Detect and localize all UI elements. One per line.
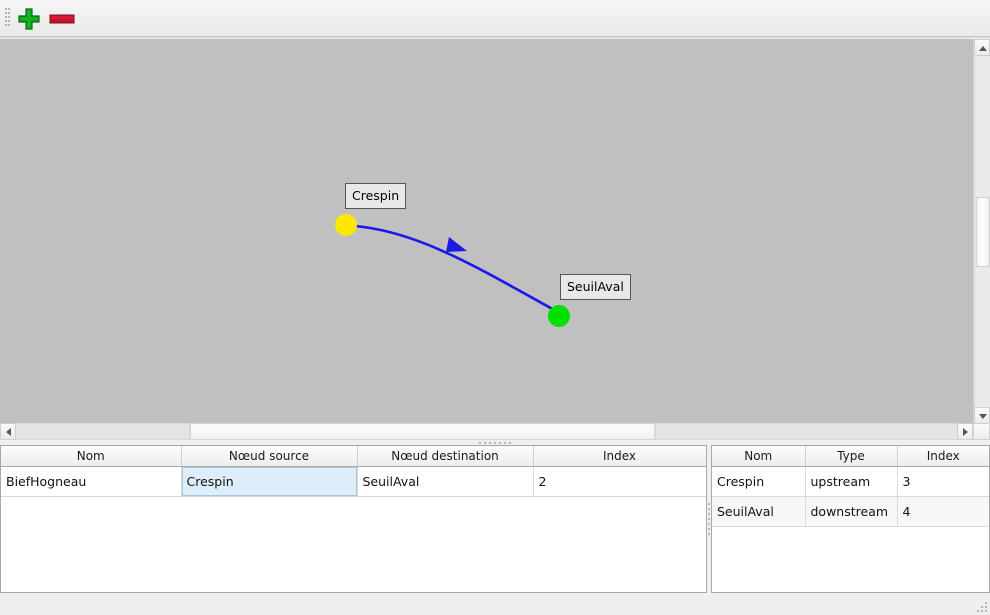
table-row[interactable]: SeuilAval downstream 4 xyxy=(712,496,989,527)
node-crespin-dot[interactable] xyxy=(335,214,357,236)
splitter-grip-dots xyxy=(479,442,511,444)
cell-type[interactable]: downstream xyxy=(805,496,898,527)
vertical-scroll-thumb[interactable] xyxy=(976,197,990,267)
window-resize-grip[interactable] xyxy=(977,602,987,612)
toolbar-drag-grip[interactable] xyxy=(5,8,10,29)
node-seuilaval-label[interactable]: SeuilAval xyxy=(560,274,631,300)
diagram-canvas[interactable]: Crespin SeuilAval xyxy=(0,39,973,424)
column-header-noeud-source[interactable]: Nœud source xyxy=(181,446,358,467)
edge-crespin-seuilaval xyxy=(354,224,557,313)
column-header-noeud-destination[interactable]: Nœud destination xyxy=(357,446,534,467)
diagram-view[interactable]: Crespin SeuilAval xyxy=(0,37,990,440)
node-crespin-label[interactable]: Crespin xyxy=(345,183,407,209)
cell-nom[interactable]: BiefHogneau xyxy=(1,466,182,497)
reaches-table[interactable]: Nom Nœud source Nœud destination Index B… xyxy=(1,446,706,497)
vertical-scroll-track[interactable] xyxy=(974,56,990,407)
remove-button[interactable] xyxy=(48,11,76,27)
cell-type[interactable]: upstream xyxy=(805,466,898,497)
scroll-up-arrow-icon xyxy=(979,46,987,51)
canvas-horizontal-scrollbar[interactable] xyxy=(0,423,990,440)
nodes-table-panel[interactable]: Nom Type Index Crespin upstream 3 SeuilA… xyxy=(711,445,990,593)
cell-index[interactable]: 4 xyxy=(897,496,989,527)
cell-index[interactable]: 2 xyxy=(533,466,706,497)
column-header-nom[interactable]: Nom xyxy=(1,446,182,467)
table-header-row: Nom Type Index xyxy=(712,446,989,467)
diagram-svg xyxy=(354,224,557,313)
add-button[interactable] xyxy=(17,7,41,31)
vertical-splitter-grip-dots xyxy=(708,503,710,535)
canvas-vertical-scrollbar[interactable] xyxy=(973,39,990,424)
scroll-down-arrow-icon xyxy=(979,414,987,419)
horizontal-scroll-thumb[interactable] xyxy=(190,423,655,440)
scroll-right-arrow-icon xyxy=(963,428,968,436)
scroll-right-button[interactable] xyxy=(957,423,973,440)
column-header-type[interactable]: Type xyxy=(805,446,898,467)
table-row[interactable]: BiefHogneau Crespin SeuilAval 2 xyxy=(1,466,706,497)
horizontal-splitter[interactable] xyxy=(0,440,990,446)
edge-arrowhead-icon xyxy=(446,237,467,252)
cell-index[interactable]: 3 xyxy=(897,466,989,497)
minus-icon xyxy=(49,14,75,24)
scroll-down-button[interactable] xyxy=(974,407,990,424)
cell-nom[interactable]: Crespin xyxy=(712,466,806,497)
column-header-nom[interactable]: Nom xyxy=(712,446,806,467)
toolbar xyxy=(0,0,990,37)
reaches-table-panel[interactable]: Nom Nœud source Nœud destination Index B… xyxy=(0,445,707,593)
bottom-strip xyxy=(0,593,990,615)
vertical-splitter[interactable] xyxy=(707,445,711,593)
nodes-table[interactable]: Nom Type Index Crespin upstream 3 SeuilA… xyxy=(712,446,989,527)
node-seuilaval-dot[interactable] xyxy=(548,305,570,327)
table-row[interactable]: Crespin upstream 3 xyxy=(712,466,989,497)
column-header-index[interactable]: Index xyxy=(533,446,706,467)
horizontal-scroll-track-right[interactable] xyxy=(655,423,973,440)
cell-noeud-destination[interactable]: SeuilAval xyxy=(357,466,534,497)
cell-nom[interactable]: SeuilAval xyxy=(712,496,806,527)
column-header-index[interactable]: Index xyxy=(897,446,989,467)
scroll-left-button[interactable] xyxy=(0,423,16,440)
scroll-left-arrow-icon xyxy=(6,428,11,436)
scroll-up-button[interactable] xyxy=(974,39,990,56)
plus-icon xyxy=(18,8,40,30)
table-header-row: Nom Nœud source Nœud destination Index xyxy=(1,446,706,467)
cell-noeud-source[interactable]: Crespin xyxy=(181,466,358,497)
scrollbar-corner xyxy=(973,423,990,440)
horizontal-scroll-track-left[interactable] xyxy=(16,423,190,440)
